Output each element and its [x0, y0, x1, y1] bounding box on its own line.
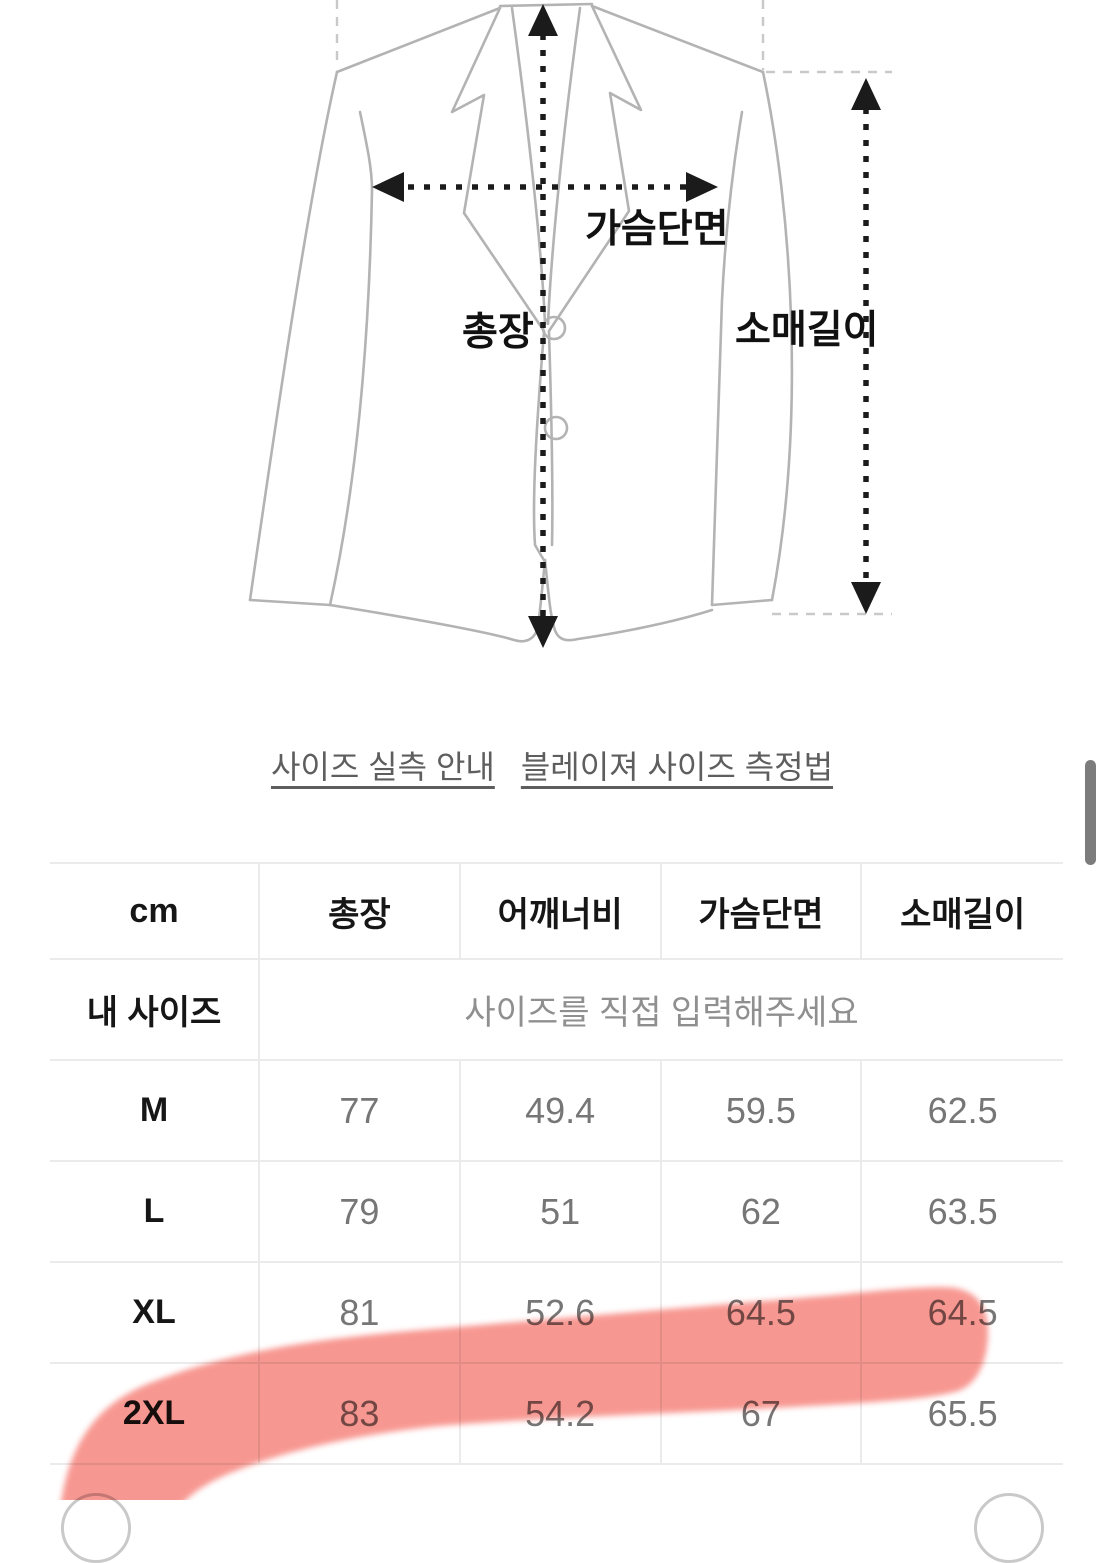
blazer-measurement-diagram: 가슴단면 총장 소매길이 [0, 0, 1104, 700]
size-value: 83 [260, 1364, 461, 1463]
sleeve-length-label: 소매길이 [735, 309, 879, 352]
size-value: 62.5 [927, 1089, 998, 1131]
carousel-prev-button[interactable] [61, 1493, 131, 1563]
size-value: 64.5 [927, 1291, 998, 1333]
size-value: 49.4 [461, 1061, 662, 1160]
blazer-sketch: 가슴단면 총장 소매길이 [248, 0, 892, 648]
size-row-l: L 79 51 62 63.5 [50, 1162, 1063, 1263]
chest-measure-arrow [372, 172, 718, 202]
size-row-2xl: 2XL 83 54.2 67 65.5 [50, 1364, 1063, 1465]
size-value: 67 [662, 1364, 863, 1463]
size-value: 79 [260, 1162, 461, 1261]
length-measure-arrow [528, 4, 558, 648]
blazer-measure-method-link[interactable]: 블레이져 사이즈 측정법 [520, 749, 834, 785]
size-guide-links: 사이즈 실측 안내 블레이져 사이즈 측정법 [0, 742, 1104, 788]
size-label: L [50, 1162, 260, 1261]
size-row-m: M 77 49.4 59.5 62.5 [50, 1061, 1063, 1162]
table-header-row: cm 총장 어깨너비 가슴단면 소매길이 [50, 864, 1063, 960]
header-cell-chest: 가슴단면 [662, 864, 863, 958]
size-value: 54.2 [461, 1364, 662, 1463]
size-value: 65.5 [927, 1392, 998, 1434]
size-input-prompt[interactable]: 사이즈를 직접 입력해주세요 [464, 994, 859, 1032]
header-cell-unit: cm [50, 864, 260, 958]
size-label: XL [50, 1263, 260, 1362]
scrollbar-thumb[interactable] [1085, 760, 1096, 865]
header-cell-sleeve: 소매길이 [900, 895, 1026, 934]
size-value: 62 [662, 1162, 863, 1261]
jacket-outline [248, 2, 794, 643]
size-value: 52.6 [461, 1263, 662, 1362]
chest-width-label: 가슴단면 [585, 208, 729, 251]
size-table: cm 총장 어깨너비 가슴단면 소매길이 내 사이즈 사이즈를 직접 입력해주세… [50, 862, 1063, 1465]
header-cell-shoulder: 어깨너비 [461, 864, 662, 958]
my-size-row: 내 사이즈 사이즈를 직접 입력해주세요 [50, 960, 1063, 1061]
size-measure-guide-link[interactable]: 사이즈 실측 안내 [270, 749, 495, 785]
button-bottom [543, 415, 569, 441]
size-value: 63.5 [927, 1190, 998, 1232]
my-size-label: 내 사이즈 [50, 960, 260, 1059]
carousel-next-button[interactable] [974, 1493, 1044, 1563]
size-value: 77 [260, 1061, 461, 1160]
total-length-label: 총장 [462, 311, 534, 354]
size-value: 59.5 [662, 1061, 863, 1160]
sleeve-measure-arrow [851, 78, 881, 614]
size-value: 64.5 [662, 1263, 863, 1362]
size-label: 2XL [50, 1364, 260, 1463]
size-value: 51 [461, 1162, 662, 1261]
size-label: M [50, 1061, 260, 1160]
size-value: 81 [260, 1263, 461, 1362]
size-row-xl: XL 81 52.6 64.5 64.5 [50, 1263, 1063, 1364]
button-top [541, 315, 567, 341]
header-cell-length: 총장 [260, 864, 461, 958]
